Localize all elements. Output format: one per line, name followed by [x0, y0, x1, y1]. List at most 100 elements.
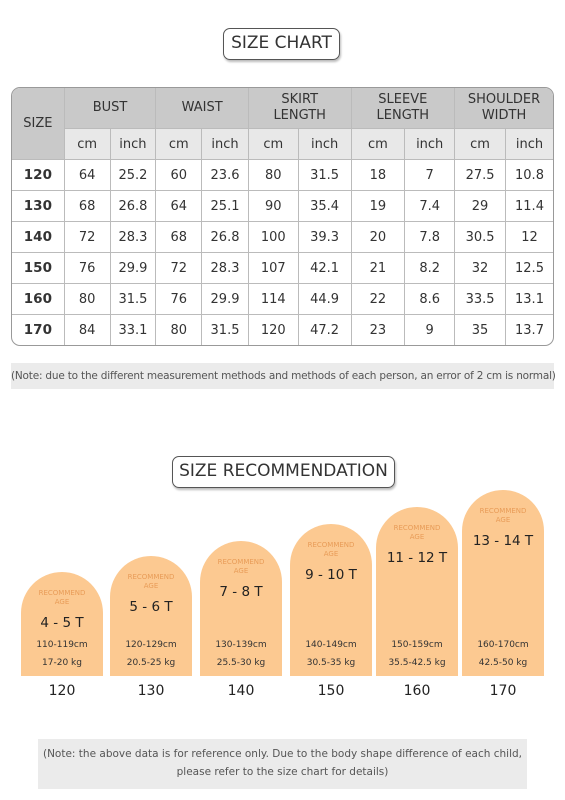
- size-label: 160: [403, 683, 431, 699]
- weight-range: 35.5-42.5 kg: [388, 658, 446, 668]
- value-cell: 68: [156, 222, 203, 253]
- shoulder-width-header: SHOULDER WIDTH: [455, 88, 553, 129]
- size-cell: 140: [12, 222, 65, 253]
- size-label: 170: [489, 683, 517, 699]
- value-cell: 120: [249, 315, 299, 345]
- value-cell: 100: [248, 222, 299, 253]
- value-cell: 90: [248, 191, 299, 222]
- size-cell: 160: [12, 284, 65, 315]
- recommendation-card: RECOMMEND AGE 9 - 10 T 140-149cm 30.5-35 kg: [290, 524, 372, 676]
- value-cell: 47.2: [299, 315, 352, 345]
- value-cell: 28.3: [202, 253, 249, 284]
- value-cell: 19: [351, 191, 406, 222]
- value-cell: 8.2: [405, 253, 456, 284]
- value-cell: 9: [405, 315, 456, 345]
- value-cell: 22: [351, 284, 406, 315]
- weight-range: 17-20 kg: [42, 658, 82, 668]
- value-cell: 29: [455, 191, 506, 222]
- value-cell: 72: [156, 253, 203, 284]
- age-range: 4 - 5 T: [40, 615, 84, 631]
- unit-header: cm: [156, 129, 203, 160]
- height-range: 120-129cm: [125, 640, 177, 650]
- size-chart-table: SIZE BUST WAIST SKIRT LENGTH SLEEVE LENG…: [11, 87, 554, 346]
- table-row: 140 72 28.3 68 26.8 100 39.3 20 7.8 30.5 12: [12, 222, 553, 253]
- value-cell: 76: [156, 284, 203, 315]
- unit-header: cm: [64, 129, 111, 160]
- unit-header: inch: [110, 129, 157, 160]
- size-table-body: 120 64 25.2 60 23.6 80 31.5 18 7 27.5 10.8 130 68 26.…: [12, 160, 553, 345]
- reference-note-line1: (Note: the above data is for reference o…: [42, 748, 523, 760]
- recommend-age-label: RECOMMEND AGE: [127, 573, 175, 590]
- body-measurements: 120-129cm 20.5-25 kg: [110, 636, 192, 672]
- size-label: 130: [137, 683, 165, 699]
- size-cell: 170: [12, 315, 65, 345]
- value-cell: 7.8: [405, 222, 456, 253]
- table-row: 170 84 33.1 80 31.5 120 47.2 23 9 35 13.7: [12, 315, 553, 345]
- recommend-age-label: RECOMMEND AGE: [38, 589, 86, 606]
- recommendation-card: RECOMMEND AGE 11 - 12 T 150-159cm 35.5-42.5…: [376, 507, 458, 676]
- height-range: 150-159cm: [391, 640, 443, 650]
- unit-header: inch: [506, 129, 553, 160]
- value-cell: 11.4: [506, 191, 553, 222]
- size-recommendation-title: SIZE RECOMMENDATION: [172, 456, 395, 488]
- value-cell: 12.5: [506, 253, 553, 284]
- body-measurements: 130-139cm 25.5-30 kg: [200, 636, 282, 672]
- value-cell: 7.4: [405, 191, 456, 222]
- height-range: 140-149cm: [305, 640, 357, 650]
- value-cell: 26.8: [202, 222, 249, 253]
- value-cell: 30.5: [455, 222, 506, 253]
- value-cell: 26.8: [110, 191, 157, 222]
- body-measurements: 160-170cm 42.5-50 kg: [462, 636, 544, 672]
- sleeve-length-header: SLEEVE LENGTH: [351, 88, 456, 129]
- value-cell: 35.4: [298, 191, 352, 222]
- value-cell: 32: [455, 253, 506, 284]
- size-header: SIZE: [12, 88, 65, 160]
- value-cell: 39.3: [298, 222, 352, 253]
- value-cell: 13.7: [515, 322, 544, 338]
- value-cell: 72: [64, 222, 111, 253]
- value-cell: 33.5: [455, 284, 506, 315]
- value-cell: 13.1: [506, 284, 553, 315]
- value-cell: 64: [156, 191, 203, 222]
- body-measurements: 140-149cm 30.5-35 kg: [290, 636, 372, 672]
- value-cell: 31.5: [110, 284, 157, 315]
- weight-range: 30.5-35 kg: [306, 658, 356, 668]
- unit-header: cm: [248, 129, 299, 160]
- value-cell: 23.6: [202, 160, 249, 191]
- value-cell: 114: [248, 284, 299, 315]
- value-cell: 84: [65, 315, 111, 345]
- value-cell: 80: [156, 315, 203, 345]
- value-cell: 29.9: [202, 284, 249, 315]
- value-cell: 80: [64, 284, 111, 315]
- value-cell: 18: [351, 160, 406, 191]
- value-cell: 8.6: [405, 284, 456, 315]
- shoulder-width-label: SHOULDER WIDTH: [467, 92, 541, 123]
- value-cell: 107: [248, 253, 299, 284]
- value-cell: 7: [405, 160, 456, 191]
- value-cell: 60: [156, 160, 203, 191]
- value-cell: 12: [506, 222, 553, 253]
- height-range: 110-119cm: [36, 640, 88, 650]
- value-cell: 25.1: [202, 191, 249, 222]
- value-cell: 68: [64, 191, 111, 222]
- recommendation-card: RECOMMEND AGE 4 - 5 T 110-119cm 17-20 kg: [21, 572, 103, 676]
- height-range: 130-139cm: [215, 640, 267, 650]
- table-row: 130 68 26.8 64 25.1 90 35.4 19 7.4 29 11.4: [12, 191, 553, 222]
- recommend-age-label: RECOMMEND AGE: [217, 558, 265, 575]
- weight-range: 20.5-25 kg: [126, 658, 176, 668]
- measurement-note: (Note: due to the different measurement …: [11, 363, 556, 389]
- unit-header: inch: [298, 129, 352, 160]
- table-row: 160 80 31.5 76 29.9 114 44.9 22 8.6 33.5 13.1: [12, 284, 553, 315]
- value-cell: 20: [351, 222, 406, 253]
- value-cell: 31.5: [298, 160, 352, 191]
- size-cell: 130: [12, 191, 65, 222]
- value-cell: 10.8: [506, 160, 553, 191]
- age-range: 5 - 6 T: [129, 599, 173, 615]
- weight-range: 25.5-30 kg: [216, 658, 266, 668]
- reference-note-line2: please refer to the size chart for detai…: [176, 766, 389, 778]
- recommendation-card: RECOMMEND AGE 5 - 6 T 120-129cm 20.5-25 kg: [110, 556, 192, 676]
- unit-header: inch: [202, 129, 249, 160]
- value-cell: 25.2: [110, 160, 157, 191]
- size-chart-title: SIZE CHART: [223, 28, 340, 60]
- body-measurements: 110-119cm 17-20 kg: [21, 636, 103, 672]
